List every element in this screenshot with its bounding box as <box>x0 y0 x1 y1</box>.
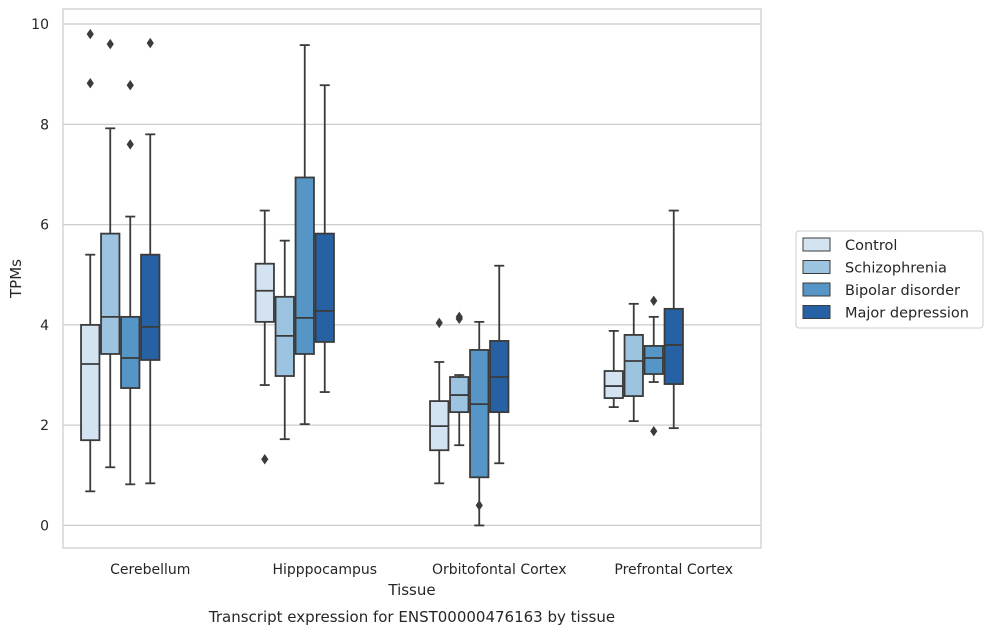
box-control <box>80 253 101 493</box>
box-major-depression <box>314 84 335 393</box>
box-iqr <box>254 262 275 323</box>
legend-swatch <box>802 282 831 297</box>
legend: Control Schizophrenia Bipolar disorder Majo… <box>795 230 984 329</box>
outlier-point <box>650 295 658 307</box>
box-iqr <box>120 315 141 389</box>
box-schizophrenia <box>449 311 470 447</box>
box-major-depression <box>663 209 684 430</box>
outlier-point <box>86 78 94 89</box>
box-schizophrenia <box>274 239 295 441</box>
box-iqr <box>469 349 490 479</box>
box-iqr <box>294 176 315 355</box>
box-major-depression <box>140 37 161 485</box>
legend-label: Bipolar disorder <box>845 283 960 299</box>
box-iqr <box>643 345 664 375</box>
legend-item: Schizophrenia <box>802 260 947 277</box>
box-iqr <box>663 307 684 385</box>
outlier-point <box>126 80 134 91</box>
box-control <box>254 209 275 465</box>
outlier-point <box>86 28 94 40</box>
x-tick-label: Hipppocampus <box>272 562 377 578</box>
box-iqr <box>314 232 335 343</box>
outlier-point <box>650 425 658 437</box>
legend-label: Control <box>845 238 897 254</box>
legend-item: Control <box>802 237 897 254</box>
outlier-point <box>126 139 134 150</box>
legend-label: Schizophrenia <box>845 261 947 277</box>
y-tick-label: 6 <box>40 218 49 234</box>
box-major-depression <box>489 264 510 465</box>
legend-swatch <box>802 260 831 274</box>
legend-frame <box>795 230 984 329</box>
outlier-point <box>146 37 154 49</box>
x-tick-label: Prefrontal Cortex <box>614 562 733 578</box>
outlier-point <box>475 500 483 511</box>
box-bipolar-disorder <box>120 80 141 486</box>
y-tick-label: 2 <box>40 418 49 434</box>
y-tick-label: 4 <box>40 318 49 334</box>
box-control <box>603 329 624 409</box>
x-axis-ticks: Cerebellum Hipppocampus Orbitofontal Corte… <box>110 562 733 578</box>
box-iqr <box>100 232 121 355</box>
legend-item: Bipolar disorder <box>802 282 960 299</box>
box-schizophrenia <box>100 38 121 469</box>
outlier-point <box>435 317 443 329</box>
legend-swatch <box>802 305 831 319</box>
y-axis-label: TPMs <box>7 259 25 299</box>
plot-frame <box>62 8 762 549</box>
outlier-point <box>261 454 269 465</box>
chart-caption: Transcript expression for ENST0000047616… <box>208 608 615 626</box>
x-tick-label: Cerebellum <box>110 562 190 578</box>
y-tick-label: 8 <box>40 117 49 133</box>
box-bipolar-disorder <box>643 295 664 437</box>
legend-label: Major depression <box>845 306 969 322</box>
box-bipolar-disorder <box>469 320 490 527</box>
boxes <box>80 28 684 527</box>
y-tick-label: 0 <box>40 518 49 534</box>
x-tick-label: Orbitofontal Cortex <box>432 562 567 578</box>
y-axis-ticks: 0 2 4 6 8 10 <box>31 17 49 534</box>
box-iqr <box>623 334 644 397</box>
outlier-point <box>455 311 463 323</box>
x-axis-label: Tissue <box>387 581 435 599</box>
box-iqr <box>603 370 624 399</box>
box-bipolar-disorder <box>294 44 315 426</box>
outlier-point <box>106 38 114 50</box>
legend-item: Major depression <box>802 305 969 322</box>
box-schizophrenia <box>623 302 644 423</box>
box-iqr <box>140 253 161 361</box>
y-tick-label: 10 <box>31 17 49 33</box>
box-control <box>429 317 450 485</box>
legend-swatch <box>802 237 831 252</box>
gridlines <box>63 23 761 527</box>
box-iqr <box>80 323 101 442</box>
